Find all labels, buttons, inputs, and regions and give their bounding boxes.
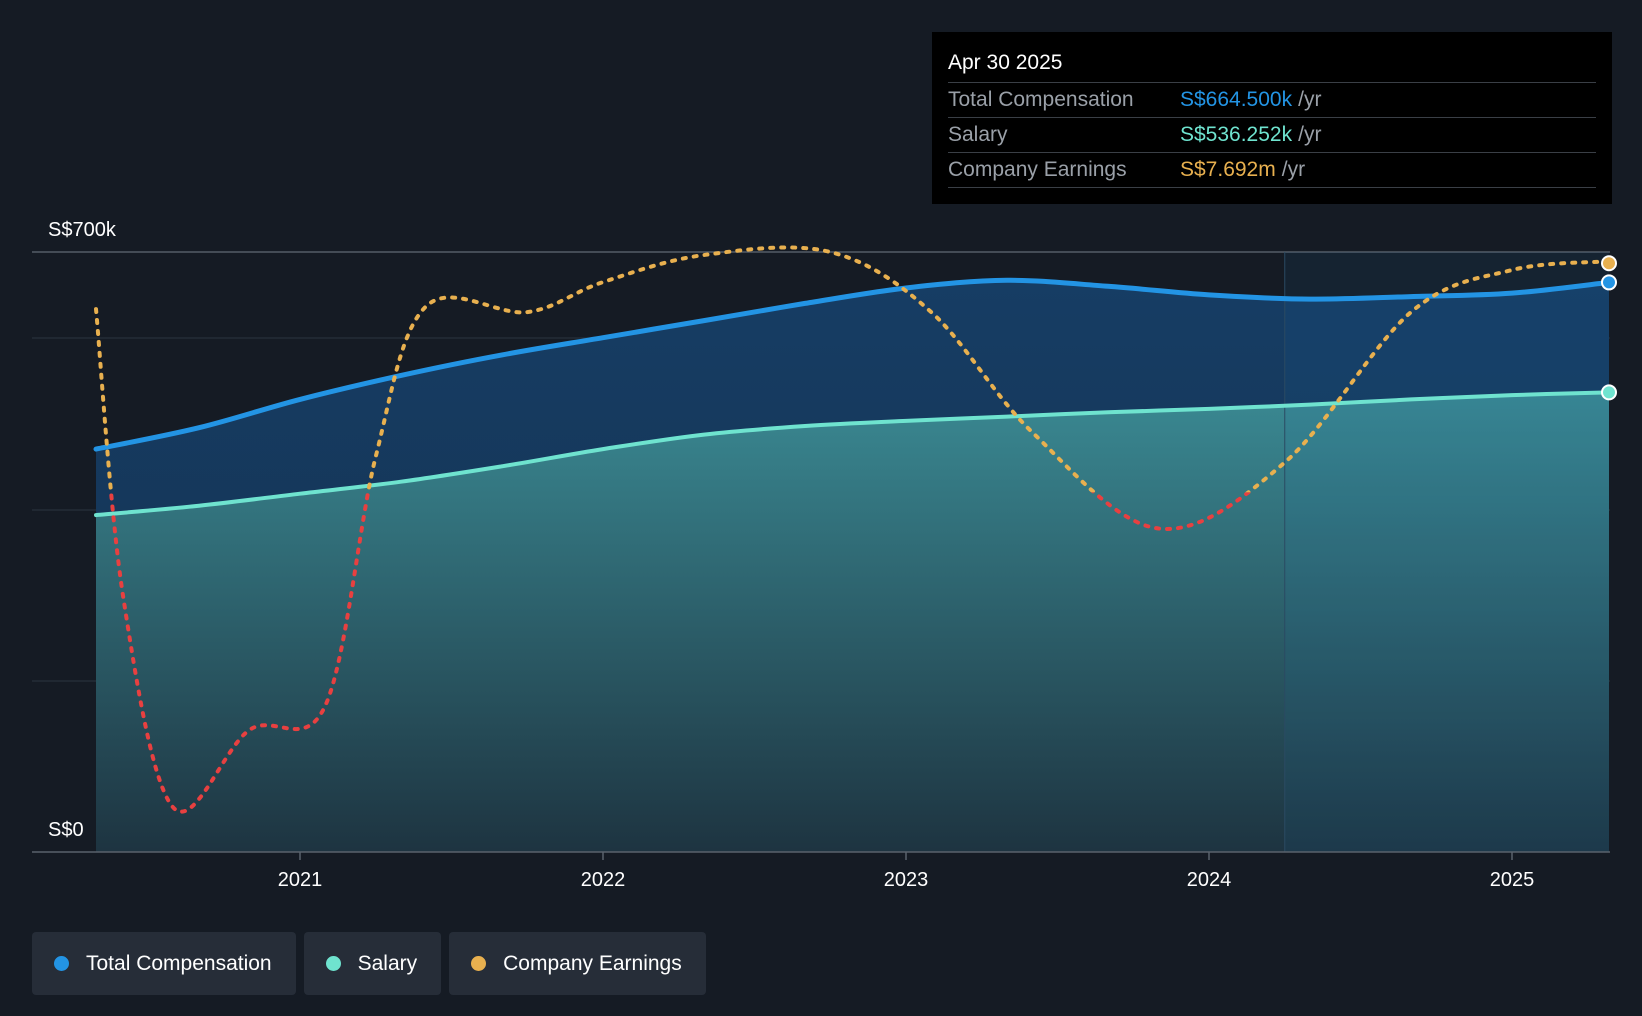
legend-item-company-earnings[interactable]: Company Earnings xyxy=(449,932,706,995)
chart-legend: Total Compensation Salary Company Earnin… xyxy=(32,932,706,995)
legend-item-total-compensation[interactable]: Total Compensation xyxy=(32,932,296,995)
tooltip-label: Company Earnings xyxy=(948,158,1127,181)
tooltip-label: Salary xyxy=(948,123,1008,146)
tooltip-row-salary: Salary S$536.252k /yr xyxy=(948,118,1596,153)
x-tick-label: 2021 xyxy=(278,869,323,891)
total-compensation-line xyxy=(93,277,1612,452)
legend-label: Total Compensation xyxy=(86,951,272,975)
company-earnings-end-marker xyxy=(1601,255,1617,272)
salary-line xyxy=(94,390,1611,518)
tooltip-unit: /yr xyxy=(1298,88,1322,111)
legend-label: Salary xyxy=(357,951,418,975)
x-tick-label: 2025 xyxy=(1490,869,1535,891)
tooltip-label: Total Compensation xyxy=(948,88,1134,111)
legend-item-salary[interactable]: Salary xyxy=(303,932,442,995)
salary-end-marker xyxy=(1601,384,1617,401)
tooltip-date: Apr 30 2025 xyxy=(948,46,1596,83)
hover-tooltip: Apr 30 2025 Total Compensation S$664.500… xyxy=(932,32,1612,204)
legend-label: Company Earnings xyxy=(503,951,682,975)
x-tick-label: 2022 xyxy=(581,869,626,891)
tooltip-row-total-compensation: Total Compensation S$664.500k /yr xyxy=(948,83,1596,118)
end-markers xyxy=(1601,255,1617,401)
recent-period-shade xyxy=(1284,252,1609,852)
y-axis-bottom-label: S$0 xyxy=(48,819,84,841)
legend-dot-icon xyxy=(54,956,69,971)
x-tick-label: 2024 xyxy=(1187,869,1232,891)
tooltip-row-company-earnings: Company Earnings S$7.692m /yr xyxy=(948,153,1596,188)
axes: S$700k S$0 xyxy=(48,219,117,841)
tooltip-value: S$664.500k xyxy=(1180,88,1293,111)
tooltip-unit: /yr xyxy=(1281,158,1306,181)
y-axis-top-label: S$700k xyxy=(48,219,117,241)
tooltip-value: S$7.692m xyxy=(1180,158,1276,181)
legend-dot-icon xyxy=(471,956,487,971)
series-lines xyxy=(32,245,1612,853)
x-tick-label: 2023 xyxy=(884,869,929,891)
tooltip-value: S$536.252k xyxy=(1180,123,1293,146)
company-earnings-line xyxy=(94,245,1611,493)
series-areas xyxy=(96,252,1609,852)
tooltip-unit: /yr xyxy=(1298,123,1322,146)
total-compensation-end-marker xyxy=(1601,274,1617,291)
x-axis-ticks: 2021 2022 2023 2024 2025 xyxy=(278,852,1535,891)
legend-dot-icon xyxy=(325,956,341,971)
